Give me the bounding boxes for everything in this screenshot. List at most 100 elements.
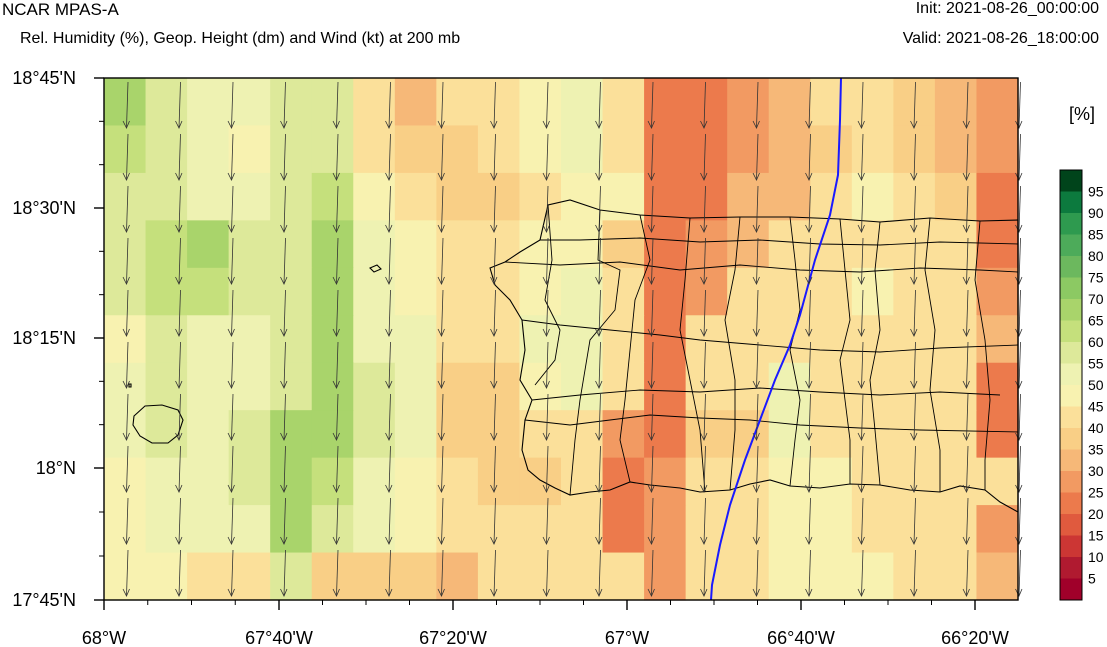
wind-barb <box>388 289 391 337</box>
wind-barb <box>913 237 916 285</box>
rh-cell <box>519 267 562 316</box>
municipality-boundary <box>540 237 1019 246</box>
rh-cell <box>727 125 770 174</box>
wind-barb <box>178 393 181 441</box>
rh-cell <box>768 78 811 127</box>
wind-barb-head <box>332 328 340 337</box>
wind-barb <box>231 341 234 389</box>
wind-barb <box>178 289 181 337</box>
colorbar-swatch <box>1060 191 1082 214</box>
rh-cell <box>727 267 770 316</box>
rh-cell <box>976 172 1019 221</box>
wind-barb <box>913 497 916 545</box>
colorbar-label: 20 <box>1088 506 1104 522</box>
rh-cell <box>644 315 687 364</box>
wind-barb-head <box>280 224 288 233</box>
rh-cell <box>477 220 521 269</box>
rh-cell <box>311 267 354 316</box>
wind-barb-head <box>700 380 708 389</box>
wind-barb-head <box>122 276 130 285</box>
rh-cell <box>602 362 645 411</box>
wind-barb <box>966 237 969 285</box>
wind-barb <box>1018 81 1021 129</box>
rh-cell <box>976 315 1019 364</box>
rh-cell <box>976 457 1019 506</box>
chart-subtitle: Rel. Humidity (%), Geop. Height (dm) and… <box>20 30 461 47</box>
rh-cell <box>685 78 728 127</box>
rh-cell <box>851 552 894 601</box>
wind-barb <box>756 133 759 181</box>
wind-barb-head <box>280 276 288 285</box>
wind-barb-head <box>280 588 288 597</box>
wind-barb-head <box>122 224 130 233</box>
rh-cell <box>561 220 604 269</box>
rh-cell <box>353 315 396 364</box>
wind-barb <box>126 497 129 545</box>
rh-cell <box>644 172 687 221</box>
wind-barb <box>441 497 444 545</box>
wind-barb <box>913 185 916 233</box>
wind-barb <box>966 497 969 545</box>
wind-barb <box>861 549 864 597</box>
wind-barb <box>388 81 391 129</box>
wind-barb-head <box>175 120 183 129</box>
wind-barb <box>336 289 339 337</box>
wind-barb-head <box>227 120 235 129</box>
rh-cell <box>187 172 230 221</box>
wind-barb-head <box>385 276 393 285</box>
wind-barb <box>493 497 496 545</box>
rh-cell <box>934 220 978 269</box>
wind-barb-head <box>542 588 550 597</box>
wind-barb-head <box>122 536 130 545</box>
lat-tick-label: 17°45'N <box>12 590 76 610</box>
wind-barb <box>1018 237 1021 285</box>
wind-barb-head <box>752 120 760 129</box>
wind-barb-head <box>385 536 393 545</box>
wind-barb-head <box>437 120 445 129</box>
wind-barb-head <box>385 328 393 337</box>
wind-barb <box>283 341 286 389</box>
colorbar-label: 45 <box>1088 399 1104 415</box>
rh-cell <box>851 172 894 221</box>
wind-barb <box>388 393 391 441</box>
rh-cell <box>976 78 1019 127</box>
wind-barb <box>913 549 916 597</box>
wind-barb <box>598 497 601 545</box>
wind-barb <box>651 81 654 129</box>
wind-barb-head <box>962 120 970 129</box>
wind-barb-head <box>857 588 865 597</box>
wind-barb-head <box>280 484 288 493</box>
rh-cell <box>519 505 562 554</box>
wind-barb <box>231 185 234 233</box>
wind-barb <box>388 133 391 181</box>
wind-barb-head <box>542 172 550 181</box>
rh-cell <box>561 125 604 174</box>
rh-cell <box>228 267 271 316</box>
wind-barb-head <box>332 224 340 233</box>
rh-cell <box>727 505 770 554</box>
wind-barb <box>756 289 759 337</box>
colorbar-label: 35 <box>1088 442 1104 458</box>
wind-barb <box>126 289 129 337</box>
wind-barb <box>861 185 864 233</box>
wind-barb <box>966 289 969 337</box>
rh-cell <box>394 410 437 459</box>
rh-cell <box>394 505 437 554</box>
rh-cell <box>270 552 313 601</box>
rh-cell <box>394 362 437 411</box>
rh-cell <box>644 267 687 316</box>
wind-barb-head <box>332 432 340 441</box>
wind-barb-head <box>595 328 603 337</box>
rh-cell <box>353 172 396 221</box>
rh-cell <box>270 220 313 269</box>
wind-barb-head <box>700 172 708 181</box>
rh-cell <box>270 505 313 554</box>
rh-cell <box>561 410 604 459</box>
land-boundaries <box>128 199 1019 513</box>
wind-barb <box>231 133 234 181</box>
rh-cell <box>934 410 978 459</box>
rh-cell <box>810 78 853 127</box>
wind-barb <box>336 549 339 597</box>
wind-barb <box>598 237 601 285</box>
